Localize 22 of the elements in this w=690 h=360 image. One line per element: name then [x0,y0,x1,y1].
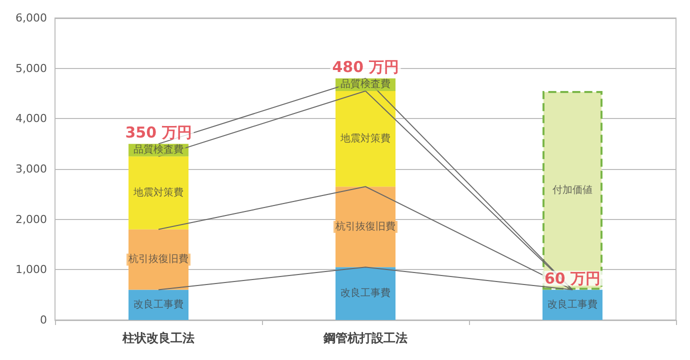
y-tick-label: 0 [40,314,47,326]
text: 地震対策費 [340,133,390,144]
text: 杭引抜復旧費 [336,221,396,232]
annotation: 60 万円 [544,269,601,288]
text: 改良工事費 [340,288,390,300]
annotation: 480 万円 [332,58,399,76]
series-label: 地震対策費 [132,186,184,198]
y-tick-label: 1,000 [16,263,47,276]
y-tick-label: 5,000 [16,62,47,75]
text: 改良工事費 [548,299,598,310]
y-tick-label: 4,000 [16,112,47,126]
series-label: 杭引抜復旧費 [128,253,188,266]
x-tick-label: 柱状改良工法 [122,331,194,345]
x-tick-label: 鋼管杭打設工法 [322,331,408,345]
y-tick-label: 3,000 [16,162,47,176]
series-label: 改良工事費 [134,298,184,310]
text: 品質検査費 [340,79,390,90]
y-tick-label: 2,000 [16,212,47,226]
series-label: 品質検査費 [134,144,184,156]
y-tick-label: 6,000 [16,12,47,24]
annotation: 350 万円 [125,123,192,142]
series-label: 付加価値 [552,184,592,196]
